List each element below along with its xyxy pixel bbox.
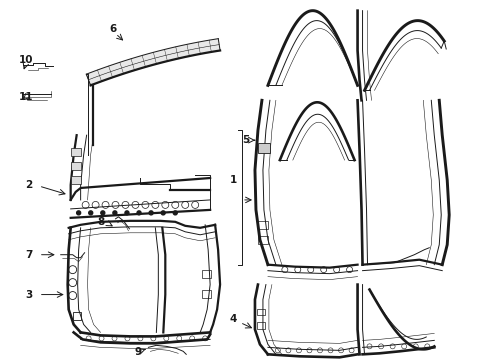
Text: 8: 8 — [97, 217, 104, 227]
Text: 2: 2 — [25, 180, 32, 190]
Bar — [257, 323, 265, 329]
Circle shape — [101, 211, 105, 215]
Circle shape — [161, 211, 165, 215]
Circle shape — [173, 211, 177, 215]
Text: 11: 11 — [19, 92, 33, 102]
Circle shape — [125, 211, 129, 215]
Text: 4: 4 — [229, 314, 237, 324]
Bar — [202, 270, 211, 278]
Text: 10: 10 — [19, 55, 33, 66]
Bar — [258, 143, 270, 153]
Circle shape — [89, 211, 93, 215]
Bar — [202, 289, 211, 298]
Bar — [73, 312, 81, 320]
Text: 1: 1 — [229, 175, 237, 185]
Circle shape — [113, 211, 117, 215]
Text: 6: 6 — [109, 24, 116, 33]
Text: 9: 9 — [135, 347, 142, 357]
Polygon shape — [86, 39, 220, 85]
Bar — [258, 236, 268, 244]
Bar — [258, 221, 268, 229]
Circle shape — [137, 211, 141, 215]
Text: 7: 7 — [25, 250, 32, 260]
Circle shape — [149, 211, 153, 215]
Bar — [257, 309, 265, 315]
Bar — [71, 148, 81, 156]
Bar — [71, 176, 81, 184]
Bar — [71, 162, 81, 170]
Text: 5: 5 — [243, 135, 249, 145]
Text: 3: 3 — [25, 289, 32, 300]
Circle shape — [76, 211, 81, 215]
